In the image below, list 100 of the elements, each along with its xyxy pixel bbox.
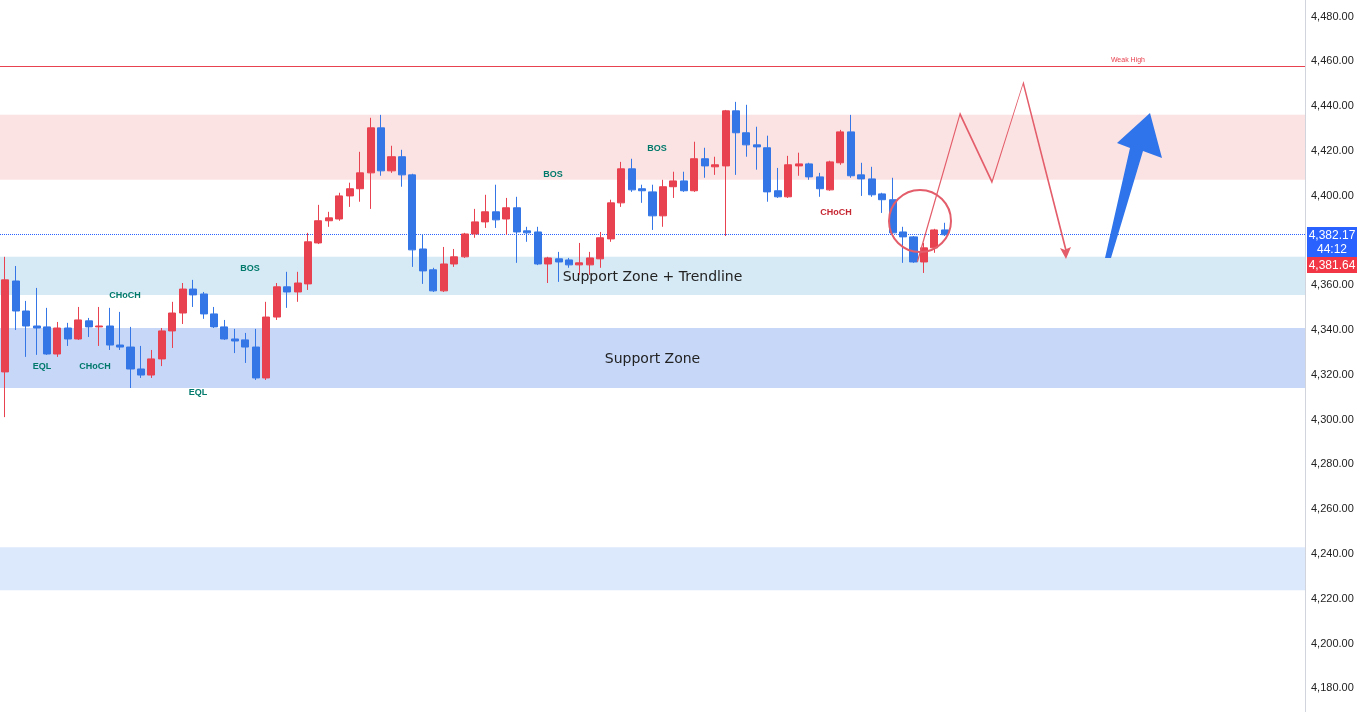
- candlestick: [283, 271, 291, 309]
- candlestick: [836, 129, 844, 166]
- text: 4,381.64: [1307, 256, 1357, 273]
- candlestick: [220, 319, 228, 341]
- candlestick: [816, 172, 824, 198]
- y-tick-label: 4,300.00: [1311, 412, 1354, 425]
- candlestick: [85, 317, 93, 338]
- candlestick: [314, 204, 322, 245]
- y-tick-label: 4,400.00: [1311, 188, 1354, 201]
- candlestick: [711, 156, 719, 176]
- candlestick: [126, 326, 135, 389]
- candlestick: [492, 184, 500, 229]
- candlestick: [795, 152, 803, 177]
- band-label: Support Zone: [604, 350, 701, 367]
- candlestick: [346, 182, 354, 208]
- candlestick: [669, 171, 677, 199]
- candlestick: [481, 194, 489, 229]
- candlestick: [200, 291, 208, 320]
- candlestick: [419, 233, 427, 285]
- candlestick: [868, 166, 876, 198]
- y-tick-label: 4,440.00: [1311, 99, 1354, 112]
- candlestick: [857, 162, 865, 197]
- candlestick: [847, 114, 855, 179]
- candlestick: [513, 196, 521, 264]
- candlestick: [805, 162, 813, 181]
- candlestick: [930, 228, 938, 254]
- candlestick: [147, 349, 155, 379]
- candlestick: [826, 160, 834, 192]
- annotation: CHoCH: [79, 361, 111, 371]
- candlestick: [628, 158, 636, 193]
- y-tick-label: 4,220.00: [1311, 591, 1354, 604]
- candlestick: [555, 251, 563, 283]
- y-tick-label: 4,280.00: [1311, 457, 1354, 470]
- y-tick-label: 4,360.00: [1311, 278, 1354, 291]
- annotation: CHoCH: [109, 290, 141, 300]
- candlestick: [429, 267, 437, 293]
- candlestick: [471, 208, 479, 239]
- candlestick: [168, 301, 176, 349]
- y-tick-label: 4,260.00: [1311, 502, 1354, 515]
- candlestick: [22, 300, 30, 358]
- candlestick: [241, 332, 249, 364]
- candlestick: [304, 232, 312, 291]
- candlestick: [638, 184, 646, 204]
- candlestick: [106, 307, 114, 351]
- candlestick: [158, 327, 166, 367]
- candlestick: [367, 117, 375, 210]
- annotation: EQL: [32, 361, 52, 371]
- candlestick: [648, 184, 657, 231]
- candlestick: [440, 246, 448, 293]
- candlestick: [523, 226, 531, 243]
- candlestick: [461, 232, 469, 259]
- candlestick: [252, 328, 260, 381]
- candlestick: [64, 322, 72, 347]
- y-tick-label: 4,420.00: [1311, 144, 1354, 157]
- candlestick: [95, 306, 103, 347]
- candlestick: [534, 226, 542, 266]
- candlestick: [1, 256, 9, 418]
- y-tick-label: 4,200.00: [1311, 636, 1354, 649]
- candlestick: [377, 114, 385, 177]
- candlestick: [262, 301, 270, 381]
- candlestick: [450, 248, 458, 268]
- candlestick: [33, 287, 41, 356]
- candlestick: [763, 135, 771, 203]
- y-tick-label: 4,480.00: [1311, 9, 1354, 22]
- candlestick: [753, 126, 761, 171]
- candlestick: [74, 306, 82, 341]
- text: 44:12: [1316, 241, 1348, 256]
- annotation: EQL: [188, 387, 208, 397]
- candlestick: [502, 197, 510, 236]
- candlestick: [544, 256, 552, 284]
- annotation: BOS: [240, 263, 260, 273]
- candlestick: [387, 145, 396, 174]
- candlestick: [659, 179, 667, 228]
- y-tick-label: 4,240.00: [1311, 547, 1354, 560]
- annotation: BOS: [647, 143, 667, 153]
- y-tick-label: 4,320.00: [1311, 367, 1354, 380]
- candlestick: [909, 235, 918, 264]
- annotation: BOS: [543, 169, 563, 179]
- candlestick: [722, 109, 730, 237]
- candlestick: [617, 161, 625, 208]
- band-label: Support Zone + Trendline: [562, 267, 743, 284]
- candlestick: [294, 271, 302, 303]
- annotation: CHoCH: [820, 207, 852, 217]
- candlestick: [774, 167, 782, 199]
- candlestick: [179, 282, 187, 325]
- candlestick: [878, 192, 886, 214]
- candlestick: [43, 307, 51, 356]
- candlestick: [784, 155, 792, 199]
- candlestick: [701, 147, 709, 179]
- candlestick: [690, 141, 698, 193]
- candlestick: [12, 265, 20, 331]
- candlestick: [189, 279, 197, 308]
- candlestick: [231, 328, 239, 354]
- candlestick: [356, 151, 364, 203]
- candlestick: [210, 306, 218, 329]
- candlestick: [596, 231, 604, 269]
- candlestick: [565, 257, 573, 269]
- candlestick: [137, 345, 145, 379]
- candlestick: [607, 199, 615, 243]
- y-tick-label: 4,340.00: [1311, 323, 1354, 336]
